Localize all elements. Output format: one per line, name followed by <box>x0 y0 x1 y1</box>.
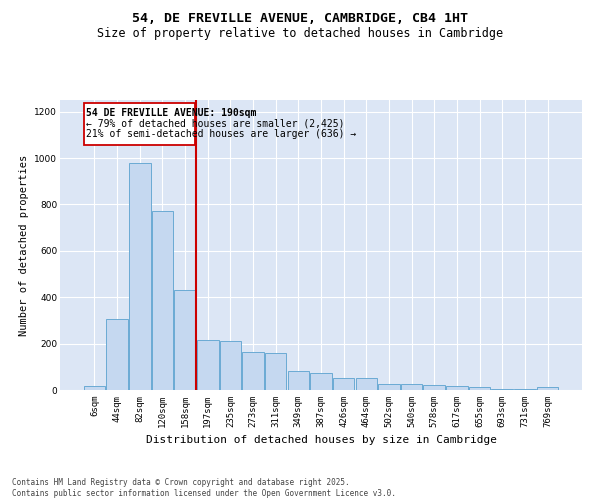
Text: 54, DE FREVILLE AVENUE, CAMBRIDGE, CB4 1HT: 54, DE FREVILLE AVENUE, CAMBRIDGE, CB4 1… <box>132 12 468 26</box>
Bar <box>469 386 490 390</box>
Bar <box>378 384 400 390</box>
Bar <box>333 378 355 390</box>
Bar <box>356 378 377 390</box>
Bar <box>84 386 105 390</box>
Bar <box>287 372 309 390</box>
Bar <box>106 319 128 390</box>
Bar <box>197 340 218 390</box>
Bar <box>242 352 264 390</box>
Text: 21% of semi-detached houses are larger (636) →: 21% of semi-detached houses are larger (… <box>86 128 356 138</box>
Y-axis label: Number of detached properties: Number of detached properties <box>19 154 29 336</box>
Bar <box>265 353 286 390</box>
Bar <box>424 385 445 390</box>
X-axis label: Distribution of detached houses by size in Cambridge: Distribution of detached houses by size … <box>146 436 497 446</box>
Bar <box>401 384 422 390</box>
Text: Contains HM Land Registry data © Crown copyright and database right 2025.
Contai: Contains HM Land Registry data © Crown c… <box>12 478 396 498</box>
Bar <box>220 342 241 390</box>
Bar <box>514 389 536 390</box>
Bar <box>152 212 173 390</box>
Text: ← 79% of detached houses are smaller (2,425): ← 79% of detached houses are smaller (2,… <box>86 118 345 128</box>
Text: 54 DE FREVILLE AVENUE: 190sqm: 54 DE FREVILLE AVENUE: 190sqm <box>86 108 257 118</box>
Text: Size of property relative to detached houses in Cambridge: Size of property relative to detached ho… <box>97 28 503 40</box>
Bar <box>446 386 467 390</box>
Bar <box>537 387 558 390</box>
FancyBboxPatch shape <box>83 104 194 145</box>
Bar <box>310 372 332 390</box>
Bar <box>129 162 151 390</box>
Bar <box>491 389 513 390</box>
Bar <box>175 290 196 390</box>
